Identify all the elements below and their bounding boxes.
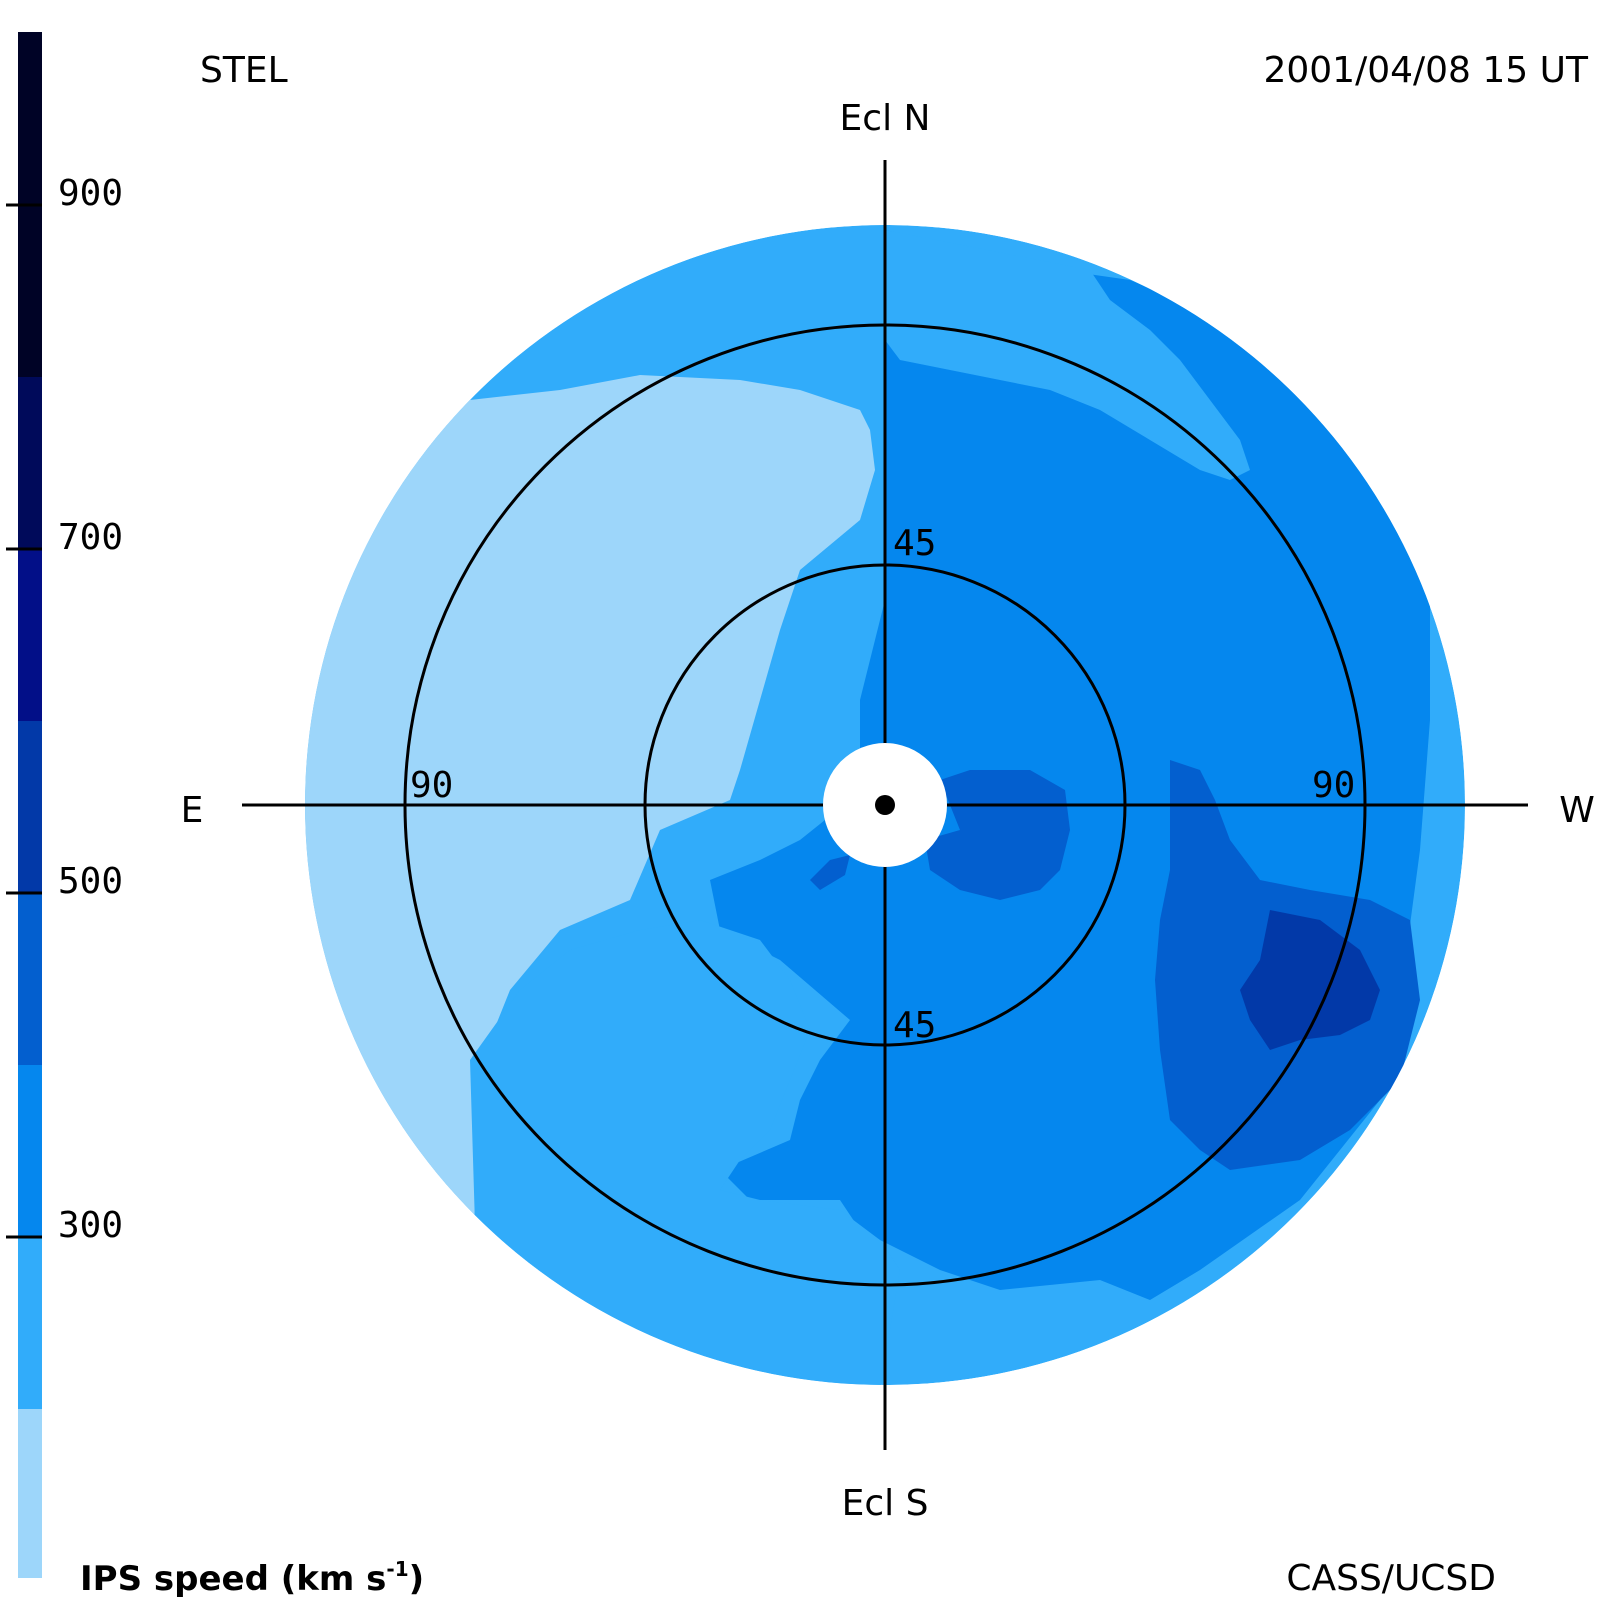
ring-label-90-west: 90	[1312, 765, 1355, 806]
colorbar-band-1	[18, 1408, 42, 1578]
colorbar-label-700: 700	[58, 517, 123, 558]
colorbar-band-5	[18, 721, 42, 893]
sun-center-dot	[875, 795, 895, 815]
colorbar-title-sup: -1	[386, 1557, 408, 1581]
colorbar-label-300: 300	[58, 1205, 123, 1246]
speed-region-fast-patch	[810, 855, 850, 890]
colorbar-band-2	[18, 1237, 42, 1409]
colorbar-title-end: )	[409, 1559, 425, 1599]
credit-label: CASS/UCSD	[1286, 1558, 1496, 1599]
direction-west: W	[1559, 790, 1595, 831]
colorbar-label-900: 900	[58, 173, 123, 214]
direction-south: Ecl S	[842, 1483, 929, 1524]
speed-map	[305, 225, 1465, 1385]
speed-region-fast-center	[925, 770, 1070, 900]
speed-region-light-south	[470, 920, 900, 1385]
timestamp-label: 2001/04/08 15 UT	[1263, 50, 1589, 91]
ring-label-45-south: 45	[893, 1005, 936, 1046]
colorbar-title: IPS speed (km s-1)	[80, 1557, 424, 1599]
colorbar-band-7	[18, 377, 42, 549]
colorbar: 300 500 700 900	[6, 32, 123, 1578]
colorbar-title-main: IPS speed (km s	[80, 1559, 386, 1599]
colorbar-band-6	[18, 549, 42, 721]
speed-region-slow-east	[305, 375, 875, 1385]
station-label: STEL	[200, 50, 288, 91]
colorbar-band-4	[18, 893, 42, 1065]
colorbar-band-3	[18, 1065, 42, 1237]
colorbar-label-500: 500	[58, 861, 123, 902]
direction-north: Ecl N	[840, 98, 931, 139]
speed-region-light-ne	[885, 230, 1250, 480]
direction-east: E	[181, 790, 204, 831]
ring-label-45-north: 45	[893, 523, 936, 564]
ring-label-90-east: 90	[410, 765, 453, 806]
